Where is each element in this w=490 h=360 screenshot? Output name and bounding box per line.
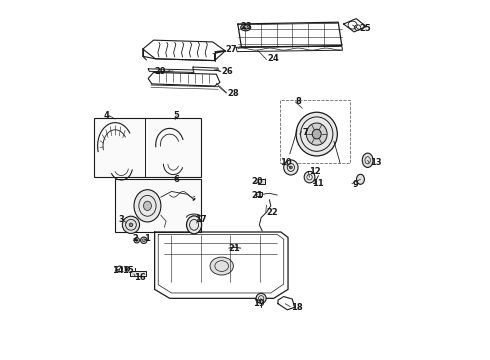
Ellipse shape xyxy=(362,153,373,167)
Text: 29: 29 xyxy=(155,67,166,76)
Ellipse shape xyxy=(357,174,365,184)
Bar xyxy=(280,100,350,163)
Text: 19: 19 xyxy=(253,299,265,308)
Text: 20: 20 xyxy=(251,176,263,185)
Ellipse shape xyxy=(306,123,327,145)
Bar xyxy=(258,179,265,184)
Text: 1: 1 xyxy=(144,234,150,243)
Text: 9: 9 xyxy=(353,180,358,189)
Text: 21: 21 xyxy=(229,244,241,253)
Ellipse shape xyxy=(129,223,133,226)
Text: 23: 23 xyxy=(240,22,251,31)
Text: 3: 3 xyxy=(119,215,124,224)
Text: 17: 17 xyxy=(195,215,206,224)
Text: 27: 27 xyxy=(225,45,237,54)
Ellipse shape xyxy=(141,237,147,243)
Ellipse shape xyxy=(125,267,129,271)
Ellipse shape xyxy=(284,160,298,175)
Text: 13: 13 xyxy=(370,158,381,167)
Text: 10: 10 xyxy=(280,158,292,167)
Ellipse shape xyxy=(290,166,293,169)
Text: 12: 12 xyxy=(309,167,320,176)
Ellipse shape xyxy=(296,112,337,156)
Text: 22: 22 xyxy=(267,208,278,217)
Text: 15: 15 xyxy=(122,266,134,275)
Text: 16: 16 xyxy=(134,273,146,282)
Ellipse shape xyxy=(126,268,128,270)
Text: 7: 7 xyxy=(302,128,308,137)
Ellipse shape xyxy=(210,257,233,275)
Ellipse shape xyxy=(312,129,321,139)
Ellipse shape xyxy=(144,201,151,211)
Text: 6: 6 xyxy=(173,175,179,184)
Bar xyxy=(95,118,201,177)
Text: 18: 18 xyxy=(291,303,302,312)
Bar xyxy=(115,179,201,232)
Text: 2: 2 xyxy=(132,234,138,243)
Ellipse shape xyxy=(134,190,161,222)
Text: 11: 11 xyxy=(313,179,324,188)
Ellipse shape xyxy=(241,24,251,31)
Text: 26: 26 xyxy=(221,67,233,76)
Ellipse shape xyxy=(304,171,315,183)
Text: 4: 4 xyxy=(104,111,110,120)
Bar xyxy=(256,192,262,196)
Text: 21: 21 xyxy=(251,190,263,199)
Ellipse shape xyxy=(122,216,140,233)
Ellipse shape xyxy=(187,216,201,234)
Text: 24: 24 xyxy=(267,54,279,63)
Text: 25: 25 xyxy=(360,24,371,33)
Bar xyxy=(129,271,146,276)
Text: 14: 14 xyxy=(112,266,123,275)
Text: 28: 28 xyxy=(227,89,239,98)
Text: 5: 5 xyxy=(173,111,179,120)
Text: 8: 8 xyxy=(296,97,302,106)
Ellipse shape xyxy=(256,293,266,303)
Ellipse shape xyxy=(136,239,138,241)
